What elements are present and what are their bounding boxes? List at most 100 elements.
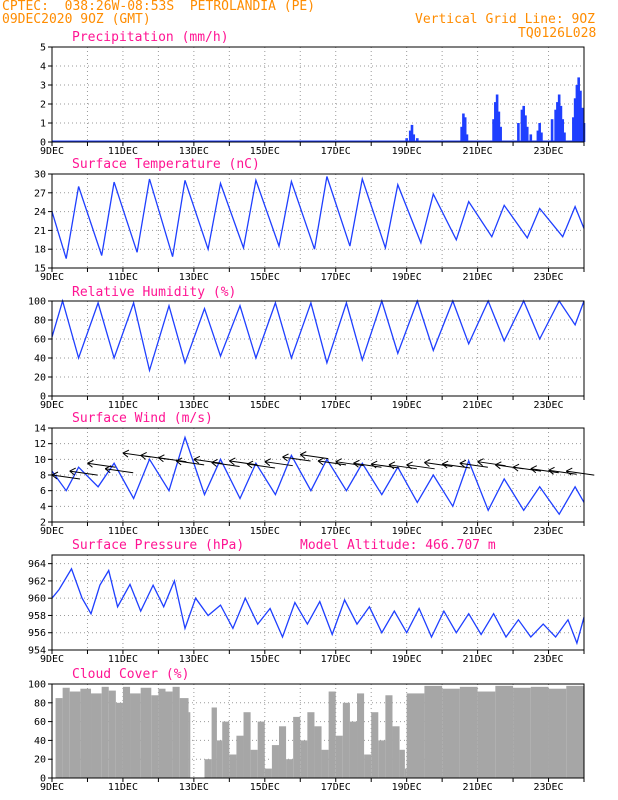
cloud-cover-bar [566, 685, 584, 778]
wind-vector-arrow [246, 463, 276, 469]
ytick-label: 2 [40, 100, 46, 111]
ytick-label: 27 [34, 188, 46, 199]
panel-frame-temperature [51, 173, 585, 269]
xtick-label: 19DEC [392, 400, 422, 411]
cloud-cover-bar [151, 695, 159, 778]
wind-vector-arrowhead [406, 461, 413, 470]
precip-bar [554, 109, 557, 142]
precip-bar [579, 90, 582, 142]
panel-title-temperature: Surface Temperature (nC) [72, 157, 260, 172]
cloud-cover-bar [165, 691, 173, 778]
wind-vector-arrow [176, 460, 205, 466]
precip-bar [529, 134, 533, 142]
xtick-label: 23DEC [533, 782, 563, 793]
precip-bar [494, 102, 497, 142]
cloud-cover-bar [477, 691, 496, 778]
precip-bar [499, 126, 502, 142]
cloud-cover-bar [530, 686, 549, 778]
model-altitude-label: Model Altitude: 466.707 m [300, 538, 496, 553]
wind-vector-arrow [193, 458, 222, 464]
xtick-label: 17DEC [321, 526, 351, 537]
wind-vector-arrow [264, 461, 293, 467]
xtick-label: 17DEC [321, 782, 351, 793]
xtick-label: 15DEC [250, 654, 280, 665]
xtick-label: 15DEC [250, 526, 280, 537]
xtick-label: 21DEC [463, 654, 493, 665]
xtick-label: 13DEC [179, 272, 209, 283]
xtick-label: 9DEC [40, 782, 64, 793]
panel-frame-pressure [51, 554, 585, 651]
ytick-label: 1 [40, 119, 46, 130]
temperature-series-line [51, 176, 585, 259]
wind-vector-arrowhead [565, 467, 573, 476]
cloud-cover-bar [364, 754, 372, 778]
cloud-cover-bar [80, 688, 92, 778]
xtick-label: 21DEC [463, 400, 493, 411]
cloud-cover-bar [342, 702, 350, 778]
precip-bar [536, 130, 540, 142]
xtick-label: 13DEC [179, 654, 209, 665]
cloud-cover-bar [459, 686, 478, 778]
panel-frame-humidity [51, 300, 585, 397]
panel-title-precipitation: Precipitation (mm/h) [72, 30, 229, 45]
precip-bar [538, 123, 541, 142]
cloud-cover-bar [286, 759, 294, 778]
precip-bar [559, 105, 563, 142]
precip-bar [412, 134, 416, 142]
cloud-cover-bar [130, 693, 141, 778]
wind-vector-arrow [87, 462, 116, 468]
precip-bar [522, 105, 526, 142]
cloud-cover-bar [115, 702, 123, 778]
wind-vector-arrowhead [353, 459, 360, 468]
cloud-cover-bar [108, 690, 116, 778]
wind-vector-arrow [335, 461, 364, 467]
xtick-label: 19DEC [392, 526, 422, 537]
wind-vector-arrow [105, 468, 134, 474]
ytick-label: 958 [28, 611, 46, 622]
xtick-label: 19DEC [392, 654, 422, 665]
cloud-cover-bar [140, 687, 152, 778]
wind-vector-arrowhead [512, 463, 520, 472]
wind-vector-arrow [229, 460, 258, 466]
cloud-cover-bar [424, 685, 443, 778]
xtick-label: 13DEC [179, 526, 209, 537]
cloud-cover-bar [222, 721, 230, 778]
ytick-label: 964 [28, 559, 46, 570]
xtick-label: 11DEC [108, 526, 138, 537]
xtick-label: 11DEC [108, 654, 138, 665]
wind-vector-arrowhead [122, 449, 130, 458]
ytick-label: 960 [28, 594, 46, 605]
xtick-label: 23DEC [533, 146, 563, 157]
ytick-label: 15 [34, 264, 46, 275]
wind-vector-arrowhead [211, 459, 218, 467]
ytick-label: 40 [34, 354, 46, 365]
ytick-label: 12 [34, 439, 46, 450]
panel-title-pressure: Surface Pressure (hPa) [72, 538, 244, 553]
wind-vector-arrowhead [495, 461, 502, 470]
precip-bar [463, 117, 467, 142]
cloud-cover-bar [257, 721, 265, 778]
wind-vector-arrowhead [477, 458, 484, 467]
cloud-cover-bar [357, 693, 365, 778]
precip-bar [577, 77, 580, 142]
xtick-label: 11DEC [108, 146, 138, 157]
ytick-label: 4 [40, 62, 46, 73]
precip-bar [525, 126, 529, 142]
cloud-cover-bar [278, 726, 287, 778]
xtick-label: 11DEC [108, 782, 138, 793]
cloud-cover-bar [243, 712, 251, 778]
cloud-cover-bar [314, 726, 322, 778]
xtick-label: 13DEC [179, 400, 209, 411]
xtick-label: 17DEC [321, 146, 351, 157]
wind-vector-arrowhead [229, 457, 236, 466]
header-model-code: TQ0126L028 [518, 26, 597, 41]
header-station-line: CPTEC: 038:26W-08:53S PETROLANDIA (PE) [2, 0, 316, 14]
precip-bar [416, 138, 419, 142]
ytick-label: 60 [34, 717, 46, 728]
wind-vector-arrow [459, 462, 488, 468]
xtick-label: 9DEC [40, 400, 64, 411]
wind-vector-arrowhead [424, 459, 431, 467]
wind-vector-arrow [282, 456, 311, 462]
wind-vector-arrowhead [388, 461, 396, 470]
